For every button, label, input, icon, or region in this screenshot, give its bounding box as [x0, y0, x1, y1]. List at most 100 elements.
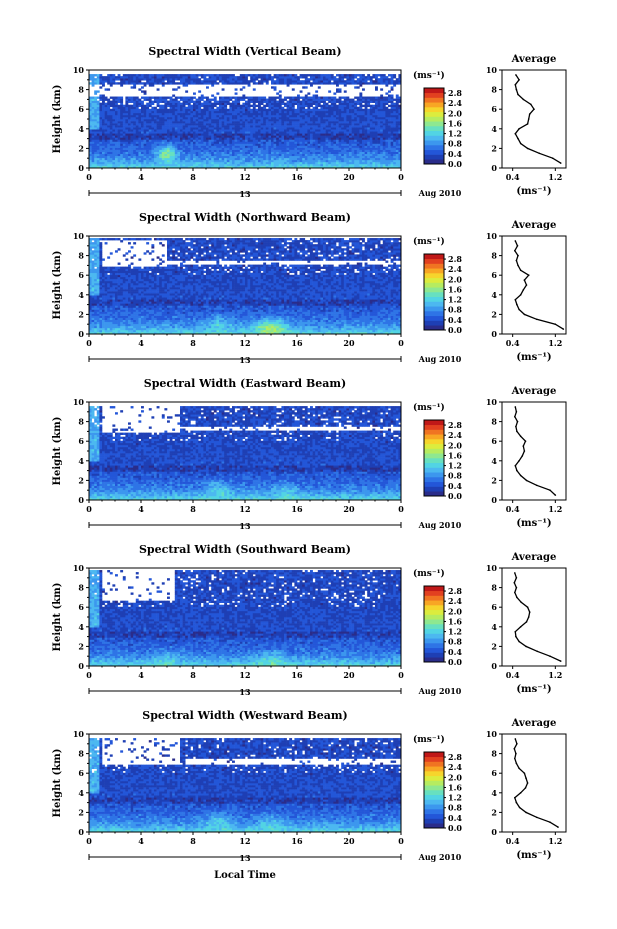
heatmap-cell: [279, 154, 282, 156]
heatmap-cell: [393, 105, 396, 107]
heatmap-cell: [242, 144, 245, 146]
heatmap-cell: [203, 148, 206, 150]
heatmap-cell: [224, 162, 227, 164]
heatmap-cell: [362, 125, 365, 127]
heatmap-cell: [294, 156, 297, 158]
heatmap-cell: [396, 103, 399, 105]
heatmap-cell: [177, 119, 180, 121]
heatmap-cell: [229, 113, 232, 115]
heatmap-cell: [99, 152, 102, 154]
heatmap-cell: [344, 160, 347, 162]
heatmap-cell: [107, 115, 110, 117]
heatmap-cell: [292, 78, 295, 80]
heatmap-cell: [383, 125, 386, 127]
heatmap-cell: [333, 78, 336, 80]
heatmap-cell: [281, 139, 284, 141]
heatmap-cell: [154, 160, 157, 162]
heatmap-cell: [159, 139, 162, 141]
heatmap-cell: [201, 123, 204, 125]
heatmap-cell: [92, 250, 95, 252]
heatmap-cell: [326, 76, 329, 78]
heatmap-cell: [115, 107, 118, 109]
heatmap-cell: [159, 76, 162, 78]
heatmap-cell: [144, 125, 147, 127]
heatmap-cell: [242, 86, 245, 88]
heatmap-cell: [289, 152, 292, 154]
heatmap-cell: [341, 135, 344, 137]
heatmap-cell: [141, 162, 144, 164]
heatmap-cell: [372, 160, 375, 162]
heatmap-cell: [183, 115, 186, 117]
heatmap-cell: [203, 131, 206, 133]
heatmap-cell: [391, 117, 394, 119]
heatmap-cell: [248, 141, 251, 143]
heatmap-cell: [162, 113, 165, 115]
heatmap-cell: [193, 158, 196, 160]
heatmap-cell: [180, 113, 183, 115]
heatmap-cell: [198, 156, 201, 158]
heatmap-cell: [170, 80, 173, 82]
heatmap-cell: [92, 310, 95, 312]
heatmap-cell: [341, 103, 344, 105]
heatmap-cell: [320, 117, 323, 119]
heatmap-cell: [102, 146, 105, 148]
heatmap-cell: [362, 146, 365, 148]
heatmap-cell: [198, 135, 201, 137]
heatmap-cell: [190, 125, 193, 127]
heatmap-cell: [211, 131, 214, 133]
heatmap-cell: [172, 95, 175, 97]
heatmap-cell: [339, 135, 342, 137]
heatmap-cell: [352, 139, 355, 141]
heatmap-cell: [248, 133, 251, 135]
heatmap-cell: [391, 121, 394, 123]
heatmap-cell: [232, 150, 235, 152]
heatmap-cell: [253, 80, 256, 82]
heatmap-cell: [375, 152, 378, 154]
heatmap-cell: [333, 76, 336, 78]
heatmap-cell: [133, 80, 136, 82]
heatmap-cell: [297, 158, 300, 160]
heatmap-cell: [359, 146, 362, 148]
heatmap-cell: [203, 154, 206, 156]
heatmap-cell: [315, 107, 318, 109]
heatmap-cell: [219, 119, 222, 121]
heatmap-cell: [396, 156, 399, 158]
heatmap-cell: [105, 144, 108, 146]
heatmap-cell: [344, 154, 347, 156]
heatmap-cell: [175, 119, 178, 121]
heatmap-cell: [190, 135, 193, 137]
heatmap-cell: [266, 74, 269, 76]
heatmap-cell: [266, 82, 269, 84]
heatmap-cell: [94, 291, 97, 293]
heatmap-cell: [375, 74, 378, 76]
heatmap-cell: [149, 158, 152, 160]
heatmap-cell: [183, 160, 186, 162]
heatmap-cell: [175, 154, 178, 156]
heatmap-cell: [151, 121, 154, 123]
heatmap-cell: [367, 111, 370, 113]
heatmap-cell: [297, 105, 300, 107]
heatmap-cell: [292, 154, 295, 156]
heatmap-cell: [258, 115, 261, 117]
heatmap-cell: [235, 141, 238, 143]
heatmap-cell: [157, 78, 160, 80]
heatmap-cell: [383, 113, 386, 115]
heatmap-cell: [94, 125, 97, 127]
heatmap-cell: [190, 129, 193, 131]
heatmap-cell: [250, 158, 253, 160]
heatmap-cell: [250, 127, 253, 129]
heatmap-cell: [349, 158, 352, 160]
avg-y-tick-label: 8: [491, 85, 497, 95]
heatmap-cell: [92, 129, 95, 131]
heatmap-cell: [224, 131, 227, 133]
heatmap-cell: [154, 127, 157, 129]
heatmap-cell: [133, 101, 136, 103]
heatmap-cell: [326, 160, 329, 162]
heatmap-cell: [237, 105, 240, 107]
heatmap-cell: [229, 152, 232, 154]
heatmap-cell: [92, 244, 95, 246]
heatmap-cell: [120, 154, 123, 156]
heatmap-cell: [162, 137, 165, 139]
heatmap-cell: [380, 131, 383, 133]
heatmap-cell: [214, 76, 217, 78]
